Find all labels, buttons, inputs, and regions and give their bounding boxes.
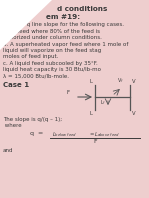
Text: F: F: [93, 139, 97, 144]
Text: F: F: [67, 90, 70, 95]
Text: V: V: [132, 111, 136, 116]
Text: $=  L_{above\ feed}$: $= L_{above\ feed}$: [88, 130, 120, 139]
Text: λ = 15,000 Btu/lb-mole.: λ = 15,000 Btu/lb-mole.: [3, 73, 69, 78]
Text: $L_{below\ feed}$: $L_{below\ feed}$: [52, 130, 77, 139]
Text: b. A superheated vapor feed where 1 mole of: b. A superheated vapor feed where 1 mole…: [3, 42, 128, 47]
Text: q  =: q =: [30, 131, 43, 136]
Text: L$_f$: L$_f$: [100, 99, 106, 108]
Text: em #19:: em #19:: [46, 14, 80, 20]
Text: a.  A feed where 80% of the feed is: a. A feed where 80% of the feed is: [3, 29, 100, 34]
Text: liquid will vaporize on the feed stag: liquid will vaporize on the feed stag: [3, 48, 101, 53]
Text: The slope is q/(q – 1);: The slope is q/(q – 1);: [3, 117, 62, 122]
Text: liquid heat capacity is 30 Btu/lb-mo: liquid heat capacity is 30 Btu/lb-mo: [3, 67, 101, 72]
Text: c. A liquid feed subcooled by 35°F.: c. A liquid feed subcooled by 35°F.: [3, 61, 98, 66]
Text: Case 1: Case 1: [3, 82, 29, 88]
Polygon shape: [0, 0, 52, 50]
Text: where: where: [3, 123, 22, 128]
Text: vaporized under column conditions.: vaporized under column conditions.: [3, 35, 102, 40]
Text: L: L: [90, 79, 92, 84]
Text: V$_f$: V$_f$: [117, 76, 124, 85]
Text: Find the q line slope for the following cases.: Find the q line slope for the following …: [3, 22, 124, 27]
Text: V: V: [132, 79, 136, 84]
Text: moles of feed input.: moles of feed input.: [3, 54, 58, 59]
Text: d conditions: d conditions: [57, 6, 107, 12]
Text: and: and: [3, 148, 14, 153]
Text: L: L: [90, 111, 92, 116]
